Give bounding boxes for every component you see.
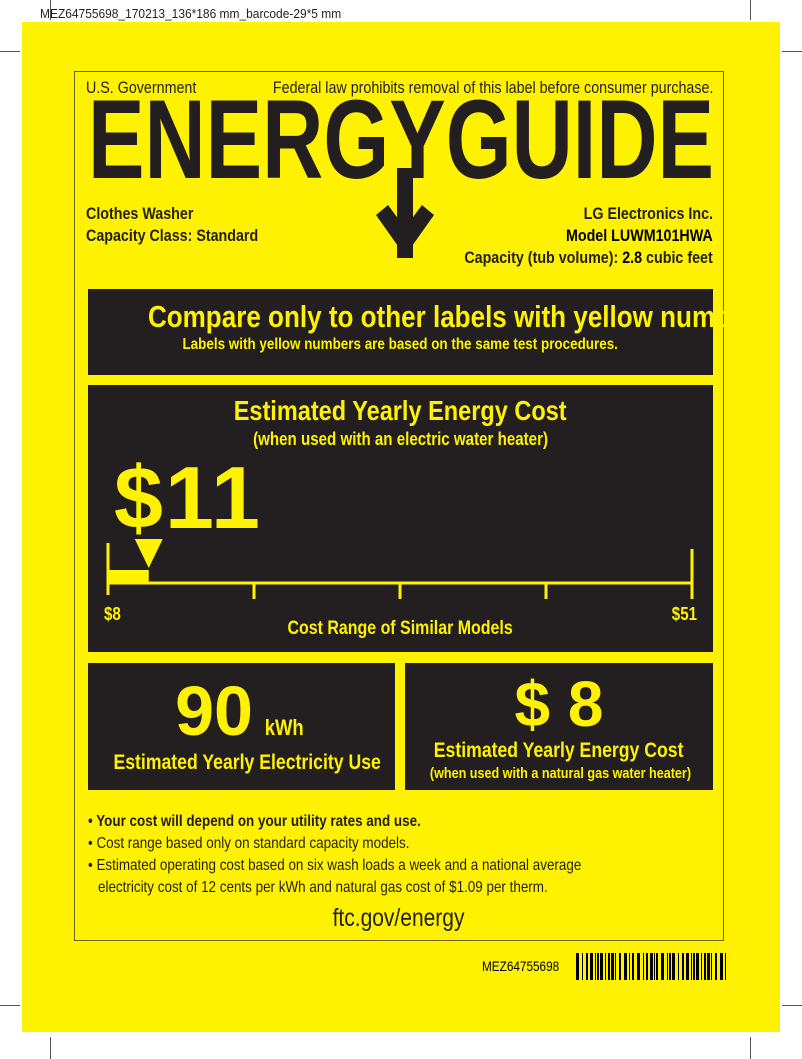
- scale-end-left: [106, 543, 110, 595]
- barcode-bar: [605, 953, 606, 980]
- capacity-label: Capacity (tub volume):: [464, 248, 619, 267]
- notes-list: • Your cost will depend on your utility …: [88, 811, 675, 899]
- gas-cost-title: Estimated Yearly Energy Cost: [434, 739, 684, 762]
- electricity-use-panel: 90 kWh Estimated Yearly Electricity Use: [88, 663, 395, 790]
- barcode-bar: [656, 953, 658, 980]
- crop-mark: [750, 0, 751, 20]
- print-spec: MEZ64755698_170213_136*186 mm_barcode-29…: [40, 6, 342, 21]
- cost-marker-triangle: [134, 539, 163, 568]
- electricity-value-row: 90 kWh: [88, 671, 395, 751]
- crop-mark: [782, 51, 802, 52]
- barcode-bar: [611, 953, 614, 980]
- model-number: Model LUWM101HWA: [566, 226, 713, 245]
- crop-mark: [750, 1037, 751, 1059]
- barcode-bar: [711, 953, 712, 980]
- government-text: U.S. Government: [86, 78, 197, 97]
- barcode-bar: [704, 953, 706, 980]
- barcode-bar: [686, 953, 689, 980]
- cost-range-scale: [106, 539, 694, 599]
- barcode-bar: [678, 953, 679, 980]
- barcode-bar: [696, 953, 699, 980]
- capacity-value: 2.8: [622, 248, 643, 267]
- barcode-bar: [608, 953, 610, 980]
- crop-mark: [782, 1005, 802, 1006]
- electricity-value: 90: [175, 672, 253, 750]
- barcode-bar: [597, 953, 599, 980]
- barcode-bar: [629, 953, 630, 980]
- capacity-class: Capacity Class: Standard: [86, 226, 259, 245]
- barcode-bar: [650, 953, 653, 980]
- barcode-bar: [654, 953, 655, 980]
- barcode-bar: [720, 953, 723, 980]
- barcode-bar: [693, 953, 695, 980]
- scale-tick: [398, 583, 402, 599]
- barcode-bar: [590, 953, 593, 980]
- gas-cost-panel: $ 8 Estimated Yearly Energy Cost (when u…: [405, 663, 713, 790]
- barcode-bar: [701, 953, 702, 980]
- electricity-caption: Estimated Yearly Electricity Use: [113, 751, 381, 774]
- barcode-bar: [643, 953, 644, 980]
- manufacturer: LG Electronics Inc.: [583, 204, 713, 223]
- barcode-bar: [637, 953, 640, 980]
- barcode-bar: [669, 953, 671, 980]
- energy-cost-panel: Estimated Yearly Energy Cost (when used …: [88, 385, 713, 652]
- energy-cost-title: Estimated Yearly Energy Cost: [234, 395, 567, 426]
- crop-mark: [0, 1005, 20, 1006]
- energy-cost-value: $11: [114, 448, 262, 547]
- range-min-label: $8: [104, 604, 121, 624]
- note-item-continued: electricity cost of 12 cents per kWh and…: [98, 879, 548, 896]
- barcode-bar: [715, 953, 717, 980]
- capacity-unit: cubic feet: [646, 248, 713, 267]
- scale-tick: [544, 583, 548, 599]
- barcode-bar: [619, 953, 621, 980]
- arrow-down-icon: [376, 168, 434, 258]
- range-max-label: $51: [671, 604, 697, 624]
- energyguide-title: ENERGYGUIDE: [88, 88, 714, 258]
- barcode-bar: [632, 953, 634, 980]
- electricity-unit: kWh: [265, 715, 305, 740]
- compare-headline: Compare only to other labels with yellow…: [147, 299, 778, 334]
- barcode-bar: [667, 953, 668, 980]
- compare-banner: Compare only to other labels with yellow…: [88, 289, 778, 375]
- barcode-bar: [707, 953, 710, 980]
- crop-mark: [50, 0, 51, 20]
- barcode-bar: [682, 953, 684, 980]
- label-frame: [74, 71, 724, 941]
- gas-cost-value: $ 8: [514, 668, 604, 740]
- scale-end-right: [690, 549, 694, 599]
- scale-tick: [252, 583, 256, 599]
- barcode-bar: [691, 953, 692, 980]
- energy-cost-subtitle: (when used with an electric water heater…: [253, 429, 548, 449]
- barcode-bar: [725, 953, 726, 980]
- federal-notice: Federal law prohibits removal of this la…: [272, 78, 713, 97]
- barcode-bar: [586, 953, 588, 980]
- note-item: • Estimated operating cost based on six …: [88, 857, 582, 874]
- barcode-bar: [646, 953, 648, 980]
- website-link[interactable]: ftc.gov/energy: [333, 904, 465, 932]
- barcode-bar: [615, 953, 616, 980]
- gas-cost-subtitle: (when used with a natural gas water heat…: [429, 765, 692, 782]
- barcode-bar: [600, 953, 603, 980]
- crop-mark: [0, 51, 20, 52]
- barcode-bar: [624, 953, 627, 980]
- note-item: • Cost range based only on standard capa…: [88, 835, 410, 852]
- capacity: Capacity (tub volume): 2.8 cubic feet: [417, 248, 713, 268]
- barcode-bar: [661, 953, 664, 980]
- range-caption: Cost Range of Similar Models: [287, 618, 514, 639]
- barcode-text: MEZ64755698: [482, 958, 560, 974]
- cost-fill-bar: [108, 570, 149, 583]
- crop-mark: [50, 1037, 51, 1059]
- barcode-bar: [595, 953, 596, 980]
- compare-subline: Labels with yellow numbers are based on …: [182, 336, 619, 353]
- product-type: Clothes Washer: [86, 204, 194, 223]
- barcode-bar: [576, 953, 579, 980]
- barcode-bar: [582, 953, 583, 980]
- barcode-bar: [672, 953, 675, 980]
- note-item: • Your cost will depend on your utility …: [88, 813, 421, 830]
- barcode: [576, 953, 726, 980]
